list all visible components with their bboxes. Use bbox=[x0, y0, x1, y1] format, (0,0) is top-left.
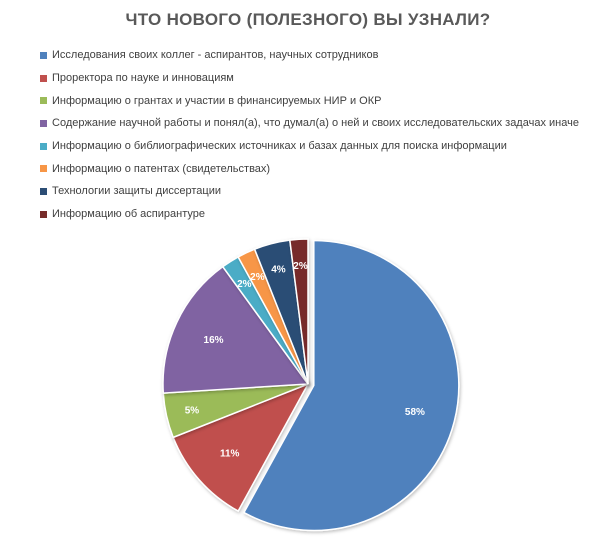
legend-swatch bbox=[40, 51, 47, 59]
legend-item: Информацию о библиографических источника… bbox=[40, 135, 610, 158]
data-label: 11% bbox=[220, 449, 240, 460]
legend-item: Информацию об аспирантуре bbox=[40, 203, 610, 226]
legend-label: Технологии защиты диссертации bbox=[52, 185, 221, 198]
pie-slice bbox=[288, 238, 309, 385]
legend-item: Технологии защиты диссертации bbox=[40, 180, 610, 203]
pie-slices bbox=[162, 238, 460, 532]
legend-swatch bbox=[40, 165, 47, 173]
legend-label: Информацию о библиографических источника… bbox=[52, 140, 507, 153]
legend-label: Информацию об аспирантуре bbox=[52, 208, 205, 221]
data-label: 5% bbox=[185, 405, 200, 416]
legend-label: Исследования своих коллег - аспирантов, … bbox=[52, 49, 379, 62]
legend-swatch bbox=[40, 142, 47, 150]
legend-swatch bbox=[40, 97, 47, 105]
pie-data-labels: 58%11%5%16%2%2%4% 2% bbox=[185, 261, 425, 460]
legend-item: Исследования своих коллег - аспирантов, … bbox=[40, 44, 610, 67]
legend: Исследования своих коллег - аспирантов, … bbox=[40, 44, 610, 226]
legend-label: Информацию о патентах (свидетельствах) bbox=[52, 162, 271, 175]
data-label: 16% bbox=[204, 335, 224, 346]
pie-slice bbox=[242, 239, 460, 532]
legend-item: Содержание научной работы и понял(а), чт… bbox=[40, 112, 610, 135]
data-label: 58% bbox=[405, 407, 425, 418]
data-label: 2% bbox=[293, 261, 308, 272]
legend-swatch bbox=[40, 74, 47, 82]
legend-swatch bbox=[40, 210, 47, 218]
legend-item: Информацию о патентах (свидетельствах) bbox=[40, 157, 610, 180]
legend-swatch bbox=[40, 187, 47, 195]
pie-slice bbox=[162, 265, 310, 394]
data-label: 2% bbox=[237, 279, 252, 290]
legend-item: Информацию о грантах и участии в финанси… bbox=[40, 89, 610, 112]
chart-title: ЧТО НОВОГО (ПОЛЕЗНОГО) ВЫ УЗНАЛИ? bbox=[125, 10, 491, 29]
legend-item: Проректора по науке и инновациям bbox=[40, 67, 610, 90]
legend-label: Информацию о грантах и участии в финанси… bbox=[52, 94, 382, 107]
data-label: 4% bbox=[271, 264, 286, 275]
pie-slice bbox=[172, 382, 310, 513]
data-label: 2% bbox=[250, 272, 265, 283]
legend-label: Проректора по науке и инновациям bbox=[52, 72, 234, 85]
legend-label: Содержание научной работы и понял(а), чт… bbox=[52, 117, 579, 130]
legend-swatch bbox=[40, 119, 47, 127]
